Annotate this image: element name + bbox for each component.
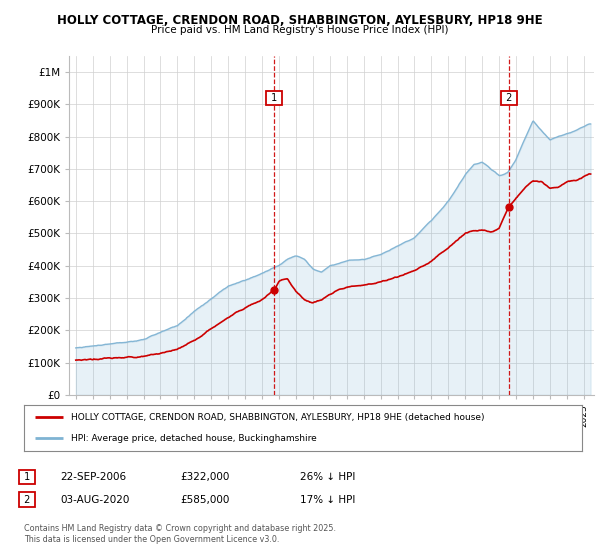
Text: 17% ↓ HPI: 17% ↓ HPI [300,494,355,505]
Text: 1: 1 [21,472,33,482]
Text: 26% ↓ HPI: 26% ↓ HPI [300,472,355,482]
Text: Contains HM Land Registry data © Crown copyright and database right 2025.
This d: Contains HM Land Registry data © Crown c… [24,524,336,544]
Text: HOLLY COTTAGE, CRENDON ROAD, SHABBINGTON, AYLESBURY, HP18 9HE: HOLLY COTTAGE, CRENDON ROAD, SHABBINGTON… [57,14,543,27]
Text: 22-SEP-2006: 22-SEP-2006 [60,472,126,482]
Text: Price paid vs. HM Land Registry's House Price Index (HPI): Price paid vs. HM Land Registry's House … [151,25,449,35]
Text: £585,000: £585,000 [180,494,229,505]
Text: HOLLY COTTAGE, CRENDON ROAD, SHABBINGTON, AYLESBURY, HP18 9HE (detached house): HOLLY COTTAGE, CRENDON ROAD, SHABBINGTON… [71,413,485,422]
Text: 2: 2 [21,494,33,505]
Text: HPI: Average price, detached house, Buckinghamshire: HPI: Average price, detached house, Buck… [71,434,317,443]
Text: 2: 2 [503,94,515,104]
Text: 03-AUG-2020: 03-AUG-2020 [60,494,130,505]
Text: 1: 1 [268,94,280,104]
Text: £322,000: £322,000 [180,472,229,482]
